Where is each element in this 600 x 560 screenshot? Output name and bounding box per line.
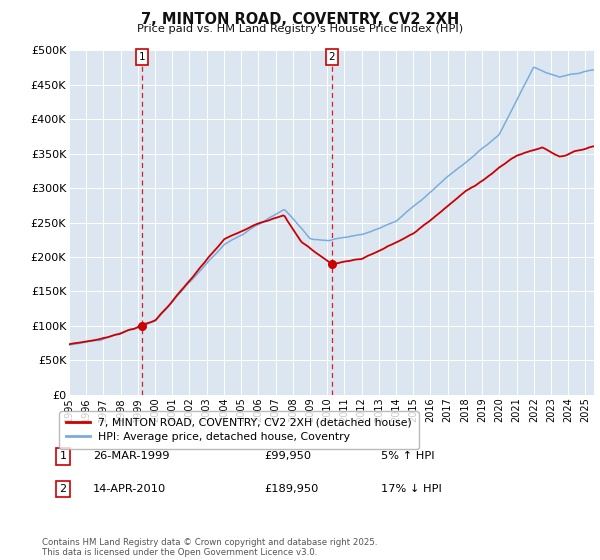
Text: Contains HM Land Registry data © Crown copyright and database right 2025.
This d: Contains HM Land Registry data © Crown c… <box>42 538 377 557</box>
Text: 2: 2 <box>329 52 335 62</box>
Text: 7, MINTON ROAD, COVENTRY, CV2 2XH: 7, MINTON ROAD, COVENTRY, CV2 2XH <box>141 12 459 27</box>
Text: 26-MAR-1999: 26-MAR-1999 <box>93 451 170 461</box>
Text: £189,950: £189,950 <box>264 484 319 494</box>
Text: 1: 1 <box>139 52 145 62</box>
Legend: 7, MINTON ROAD, COVENTRY, CV2 2XH (detached house), HPI: Average price, detached: 7, MINTON ROAD, COVENTRY, CV2 2XH (detac… <box>59 412 419 449</box>
Text: 5% ↑ HPI: 5% ↑ HPI <box>381 451 434 461</box>
Text: 14-APR-2010: 14-APR-2010 <box>93 484 166 494</box>
Text: 1: 1 <box>59 451 67 461</box>
Text: £99,950: £99,950 <box>264 451 311 461</box>
Text: Price paid vs. HM Land Registry's House Price Index (HPI): Price paid vs. HM Land Registry's House … <box>137 24 463 34</box>
Text: 17% ↓ HPI: 17% ↓ HPI <box>381 484 442 494</box>
Text: 2: 2 <box>59 484 67 494</box>
